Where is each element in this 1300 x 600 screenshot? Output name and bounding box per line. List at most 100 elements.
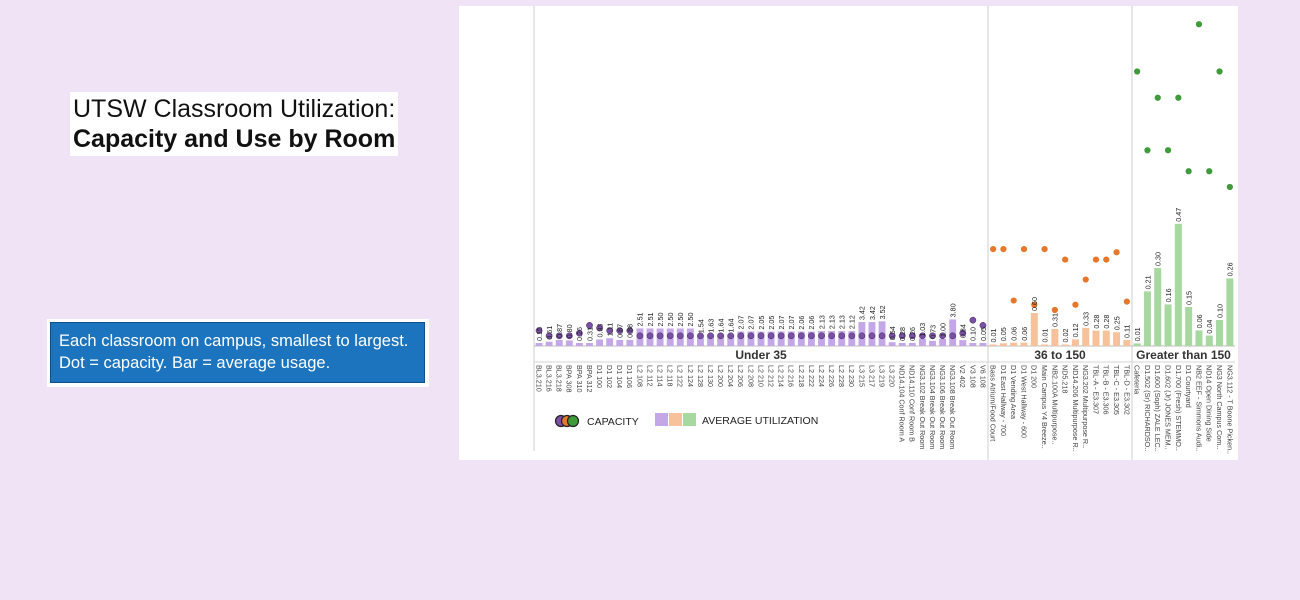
- capacity-dot: [1103, 256, 1110, 263]
- value-label: 0.10: [969, 327, 978, 341]
- usage-bar: [1102, 330, 1110, 346]
- value-label: 1.64: [716, 319, 725, 333]
- capacity-dot: [787, 332, 795, 340]
- capacity-dot: [1062, 256, 1069, 263]
- slide-title: UTSW Classroom Utilization: Capacity and…: [70, 92, 399, 156]
- value-label: 0.05: [979, 327, 988, 341]
- value-label: 0.05: [999, 327, 1008, 341]
- legend-usage-swatch: [683, 413, 696, 426]
- value-label: 3.42: [858, 306, 867, 320]
- value-label: 0.33: [1082, 312, 1091, 326]
- category-label: L2 208: [746, 365, 755, 387]
- value-label: 2.50: [666, 313, 675, 327]
- capacity-dot: [1164, 147, 1172, 154]
- value-label: 2.50: [686, 313, 695, 327]
- capacity-dot: [969, 316, 977, 324]
- capacity-dot: [888, 332, 896, 340]
- capacity-dot: [990, 246, 997, 253]
- value-label: 0.87: [555, 324, 564, 338]
- value-label: 3.42: [868, 306, 877, 320]
- value-label: 0.02: [1061, 329, 1070, 343]
- category-label: BL3.210: [534, 365, 543, 392]
- category-label: TBL-A - E3.307: [1091, 365, 1100, 414]
- usage-bar: [565, 340, 573, 346]
- value-label: 2.13: [817, 315, 826, 329]
- value-label: 2.07: [737, 316, 746, 330]
- value-label: 2.12: [848, 315, 857, 329]
- value-label: 0.16: [1164, 288, 1173, 302]
- category-label: D1 100: [595, 365, 604, 388]
- category-label: Cafeteria: [1133, 365, 1142, 394]
- category-label: ND14.206 Multipurpose R..: [1071, 365, 1080, 452]
- category-label: D1 104: [615, 365, 624, 388]
- category-label: TBL-D - E3.302: [1122, 365, 1131, 415]
- category-label: D1.502 (Sr) RICHARDSO..: [1143, 365, 1152, 451]
- capacity-dot: [727, 332, 735, 340]
- category-label: D1 Vending Area: [1009, 365, 1018, 419]
- capacity-dot: [565, 332, 573, 340]
- value-label: 2.51: [636, 312, 645, 326]
- value-label: 1.03: [918, 323, 927, 337]
- usage-bar: [1143, 291, 1151, 346]
- value-label: 3.52: [878, 305, 887, 319]
- capacity-dot: [535, 327, 543, 334]
- value-label: 2.07: [787, 316, 796, 330]
- usage-bar: [1164, 304, 1172, 346]
- usage-bar: [1082, 327, 1090, 346]
- capacity-dot: [687, 332, 694, 340]
- value-label: 0.88: [626, 324, 635, 338]
- capacity-dot: [1082, 276, 1089, 283]
- usage-bar: [596, 339, 604, 346]
- value-label: 0.21: [1143, 275, 1152, 289]
- value-label: 0.26: [908, 327, 917, 341]
- category-label: L2 228: [837, 365, 846, 387]
- capacity-dot: [1041, 246, 1048, 253]
- usage-bar: [535, 343, 543, 346]
- utilization-chart: Under 35 0.15 BL3.210 0.61 BL3.216 0.87 BL3.21…: [533, 6, 1235, 460]
- category-label: BPA 312: [585, 365, 594, 392]
- category-label: L2 204: [726, 365, 735, 387]
- value-label: 0.10: [1215, 304, 1224, 318]
- capacity-dot: [606, 327, 614, 334]
- category-label: L2 112: [645, 365, 654, 386]
- category-label: D1.602 (Jr) JONES MEM..: [1163, 365, 1172, 450]
- category-label: ND14.110 Conf Room B: [908, 365, 917, 442]
- category-label: L2 210: [756, 365, 765, 387]
- category-label: TBL-C - E3.305: [1112, 365, 1121, 415]
- category-label: BPA 308: [565, 365, 574, 392]
- category-label: L2 214: [777, 365, 786, 387]
- capacity-dot: [798, 332, 805, 340]
- category-label: NG3.202 Multipurpose R..: [1081, 365, 1090, 448]
- capacity-dot: [858, 332, 866, 340]
- category-label: L2 216: [787, 365, 796, 387]
- category-label: NG3 North Campus Com..: [1215, 365, 1224, 449]
- legend: CAPACITY AVERAGE UTILIZATION: [554, 413, 818, 428]
- category-label: L2 226: [827, 365, 836, 387]
- usage-bar: [717, 334, 725, 346]
- usage-bar: [1216, 320, 1224, 346]
- usage-bar: [707, 334, 714, 346]
- legend-capacity-label: CAPACITY: [587, 416, 639, 428]
- usage-bar: [1092, 330, 1100, 346]
- category-label: L2 128: [696, 365, 705, 387]
- usage-bar: [908, 343, 916, 346]
- category-label: NG3.112 - T Boone Picken..: [1225, 365, 1234, 454]
- usage-bar: [727, 334, 735, 346]
- usage-bar: [1154, 268, 1162, 346]
- category-label: L3 219: [877, 365, 886, 387]
- dots-layer: [535, 21, 1233, 340]
- value-label: 1.64: [727, 319, 736, 333]
- value-label: 0.01: [1040, 329, 1049, 343]
- capacity-dot: [697, 332, 704, 340]
- category-label: ND5.218: [1061, 365, 1070, 393]
- value-label: 1.63: [706, 319, 715, 333]
- category-label: D1 West Hallway - 600: [1019, 365, 1028, 438]
- capacity-dot: [979, 322, 987, 329]
- usage-bar: [545, 341, 553, 346]
- capacity-dot: [707, 332, 714, 340]
- capacity-dot: [1010, 297, 1017, 304]
- category-label: L3 215: [857, 365, 866, 387]
- capacity-dot: [1226, 183, 1233, 191]
- capacity-dot: [1134, 68, 1141, 75]
- usage-bar: [1185, 307, 1193, 346]
